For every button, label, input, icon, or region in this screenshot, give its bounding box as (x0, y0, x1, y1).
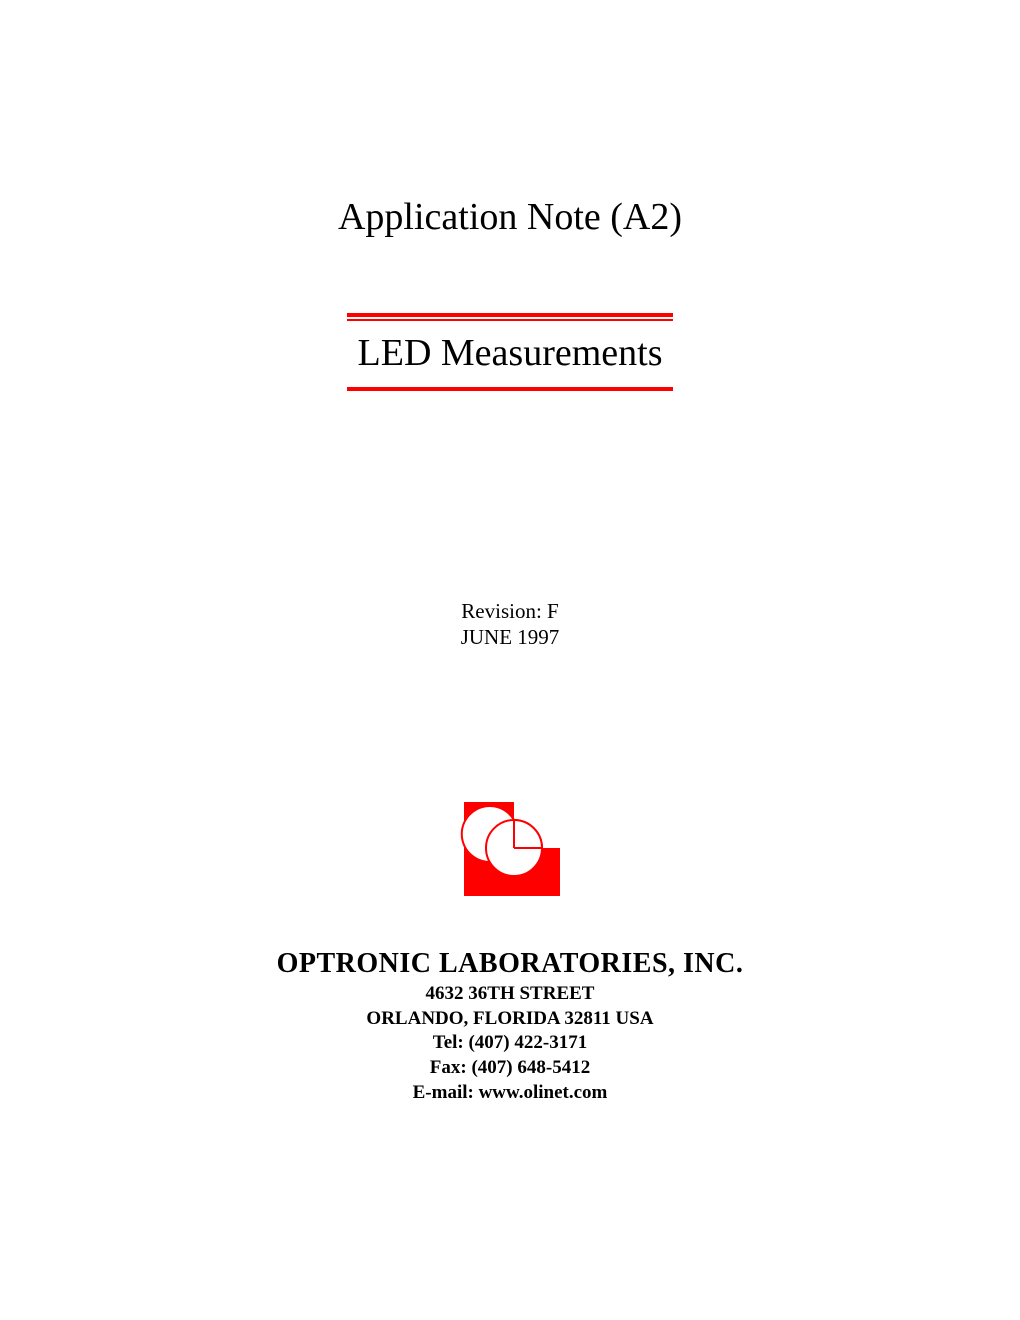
bottom-rule-thick (347, 387, 673, 391)
company-logo-icon (450, 790, 570, 904)
top-rule-thick (347, 313, 673, 317)
company-street: 4632 36TH STREET (0, 982, 1020, 1007)
company-email: E-mail: www.olinet.com (0, 1081, 1020, 1106)
document-title: Application Note (A2) (0, 195, 1020, 239)
company-city: ORLANDO, FLORIDA 32811 USA (0, 1007, 1020, 1032)
company-info-block: OPTRONIC LABORATORIES, INC. 4632 36TH ST… (0, 948, 1020, 1105)
subtitle-block: LED Measurements (347, 313, 673, 393)
company-name: OPTRONIC LABORATORIES, INC. (0, 948, 1020, 980)
document-page: Application Note (A2) LED Measurements R… (0, 0, 1020, 1320)
company-tel: Tel: (407) 422-3171 (0, 1031, 1020, 1056)
document-subtitle: LED Measurements (347, 321, 673, 387)
company-fax: Fax: (407) 648-5412 (0, 1056, 1020, 1081)
revision-line: Revision: F (0, 598, 1020, 624)
revision-block: Revision: F JUNE 1997 (0, 598, 1020, 651)
revision-date: JUNE 1997 (0, 624, 1020, 650)
